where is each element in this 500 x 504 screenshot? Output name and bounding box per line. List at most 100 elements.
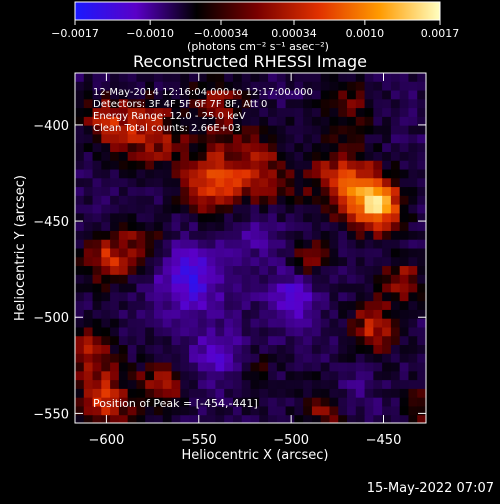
heatmap-pixel (320, 309, 331, 320)
heatmap-pixel (417, 345, 426, 355)
heatmap-pixel (197, 90, 208, 100)
heatmap-pixel (320, 380, 331, 390)
heatmap-pixel (241, 230, 252, 241)
heatmap-pixel (92, 73, 102, 83)
heatmap-pixel (250, 134, 260, 144)
x-tick-label: −600 (89, 433, 125, 448)
heatmap-pixel (206, 195, 217, 206)
heatmap-pixel (83, 292, 94, 302)
heatmap-pixel (364, 204, 374, 215)
heatmap-pixel (408, 213, 418, 223)
heatmap-pixel (197, 397, 208, 408)
colorbar-tick-label: −0.00034 (194, 27, 249, 40)
heatmap-pixel (408, 178, 418, 188)
heatmap-pixel (311, 187, 322, 197)
heatmap-pixel (127, 336, 138, 346)
heatmap-pixel (294, 353, 304, 364)
heatmap-pixel (171, 116, 181, 127)
heatmap-pixel (417, 388, 426, 399)
heatmap-pixel (311, 309, 322, 320)
heatmap-pixel (83, 283, 94, 293)
heatmap-pixel (276, 257, 287, 267)
heatmap-pixel (355, 178, 366, 188)
heatmap-pixel (153, 204, 164, 215)
heatmap-pixel (118, 169, 129, 179)
heatmap-pixel (189, 160, 199, 171)
heatmap-pixel (311, 292, 322, 302)
heatmap-pixel (382, 134, 392, 144)
heatmap-pixel (83, 309, 94, 320)
heatmap-pixel (390, 178, 401, 188)
heatmap-pixel (92, 292, 102, 302)
heatmap-pixel (408, 380, 418, 390)
heatmap-pixel (259, 239, 269, 250)
heatmap-pixel (268, 143, 278, 153)
heatmap-pixel (118, 266, 129, 276)
heatmap-pixel (118, 257, 129, 267)
heatmap-pixel (338, 283, 348, 293)
heatmap-pixel (311, 362, 322, 372)
heatmap-pixel (171, 345, 181, 355)
heatmap-pixel (408, 327, 418, 337)
heatmap-pixel (320, 116, 331, 127)
heatmap-pixel (118, 99, 129, 109)
heatmap-pixel (101, 318, 111, 329)
heatmap-pixel (241, 239, 252, 250)
heatmap-pixel (373, 248, 383, 258)
heatmap-pixel (417, 125, 426, 136)
heatmap-pixel (417, 327, 426, 337)
heatmap-pixel (241, 327, 252, 337)
heatmap-pixel (294, 90, 304, 100)
heatmap-pixel (171, 195, 181, 206)
heatmap-pixel (197, 99, 208, 109)
heatmap-pixel (118, 345, 129, 355)
heatmap-pixel (92, 406, 102, 416)
heatmap-pixel (259, 169, 269, 179)
heatmap-pixel (285, 266, 295, 276)
heatmap-pixel (329, 336, 339, 346)
heatmap-pixel (118, 353, 129, 364)
heatmap-pixel (311, 248, 322, 258)
heatmap-pixel (382, 81, 392, 92)
heatmap-pixel (417, 204, 426, 215)
heatmap-pixel (189, 116, 199, 127)
heatmap-pixel (197, 195, 208, 206)
heatmap-pixel (171, 81, 181, 92)
heatmap-pixel (92, 274, 102, 285)
heatmap-pixel (399, 292, 410, 302)
heatmap-pixel (197, 213, 208, 223)
heatmap-pixel (206, 327, 217, 337)
heatmap-pixel (320, 108, 331, 118)
heatmap-pixel (83, 248, 94, 258)
heatmap-pixel (118, 380, 129, 390)
heatmap-pixel (373, 257, 383, 267)
heatmap-pixel (285, 143, 295, 153)
heatmap-pixel (75, 309, 85, 320)
heatmap-pixel (390, 169, 401, 179)
heatmap-pixel (153, 151, 164, 162)
heatmap-pixel (153, 134, 164, 144)
heatmap-pixel (338, 345, 348, 355)
heatmap-pixel (180, 99, 190, 109)
heatmap-pixel (180, 415, 190, 423)
heatmap-pixel (127, 204, 138, 215)
heatmap-pixel (110, 134, 120, 144)
heatmap-pixel (399, 178, 410, 188)
heatmap-pixel (329, 178, 339, 188)
heatmap-pixel (162, 195, 173, 206)
heatmap-pixel (276, 397, 287, 408)
heatmap-pixel (303, 397, 313, 408)
heatmap-pixel (127, 222, 138, 232)
heatmap-pixel (197, 353, 208, 364)
heatmap-pixel (206, 108, 217, 118)
heatmap-pixel (241, 195, 252, 206)
heatmap-pixel (189, 336, 199, 346)
heatmap-pixel (180, 266, 190, 276)
heatmap-pixel (232, 239, 243, 250)
heatmap-pixel (382, 371, 392, 381)
heatmap-pixel (75, 230, 85, 241)
heatmap-pixel (417, 160, 426, 171)
heatmap-pixel (162, 160, 173, 171)
heatmap-pixel (373, 388, 383, 399)
